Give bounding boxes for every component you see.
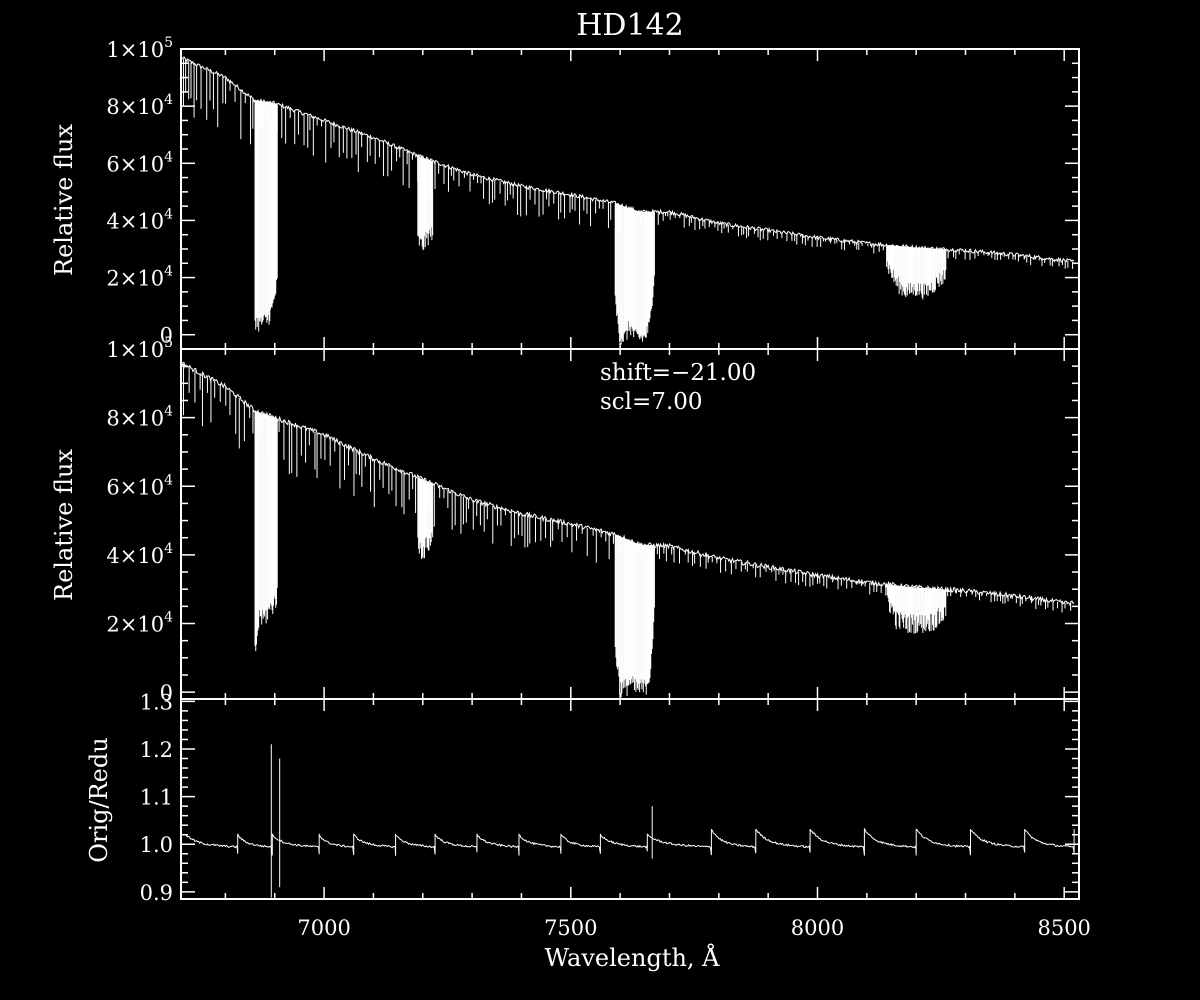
ratio-trace — [185, 828, 1075, 856]
data-layer — [185, 744, 1075, 898]
y-tick-label: 8×104 — [106, 404, 173, 431]
y-tick-label: 4×104 — [106, 206, 173, 233]
middle-panel-ylabel: Relative flux — [50, 449, 78, 601]
x-tick-label: 8000 — [791, 916, 844, 940]
shift-annotation: shift=−21.00 — [600, 360, 756, 386]
x-tick-label: 7500 — [544, 916, 597, 940]
data-layer — [181, 56, 1075, 345]
scale-annotation: scl=7.00 — [600, 389, 703, 415]
middle-panel: Relative flux shift=−21.00 scl=7.00 0 2×1… — [50, 335, 1080, 705]
y-tick-label: 6×104 — [106, 472, 173, 499]
y-tick-label: 6×104 — [106, 149, 173, 176]
x-axis-label: Wavelength, Å — [544, 943, 720, 972]
y-tick-label: 4×104 — [106, 541, 173, 568]
y-tick-label: 1×105 — [106, 335, 173, 362]
y-tick-label: 2×104 — [106, 610, 173, 637]
y-tick-label: 1.3 — [140, 690, 173, 714]
data-layer — [181, 361, 1075, 698]
chart-title: HD142 — [576, 8, 683, 43]
bottom-panel-frame — [180, 698, 1080, 900]
x-tick-label: 8500 — [1037, 916, 1090, 940]
y-tick-label: 1.2 — [140, 738, 173, 762]
y-tick-label: 1.1 — [140, 786, 173, 810]
bottom-panel: Orig/Redu Wavelength, Å 7000 7500 8000 8500… — [85, 690, 1091, 972]
y-tick-label: 8×104 — [106, 92, 173, 119]
top-panel-ylabel: Relative flux — [50, 124, 78, 276]
y-tick-label: 1×105 — [106, 35, 173, 62]
x-tick-label: 7000 — [297, 916, 350, 940]
y-tick-label: 1.0 — [140, 833, 173, 857]
y-tick-label: 0 — [160, 681, 173, 705]
y-tick-label: 0 — [160, 324, 173, 348]
bottom-panel-ylabel: Orig/Redu — [85, 737, 113, 862]
y-tick-label: 2×104 — [106, 264, 173, 291]
y-tick-label: 0.9 — [140, 881, 173, 905]
top-panel: Relative flux 0 2×104 4×104 6×104 8×104 1×105 — [50, 35, 1080, 350]
